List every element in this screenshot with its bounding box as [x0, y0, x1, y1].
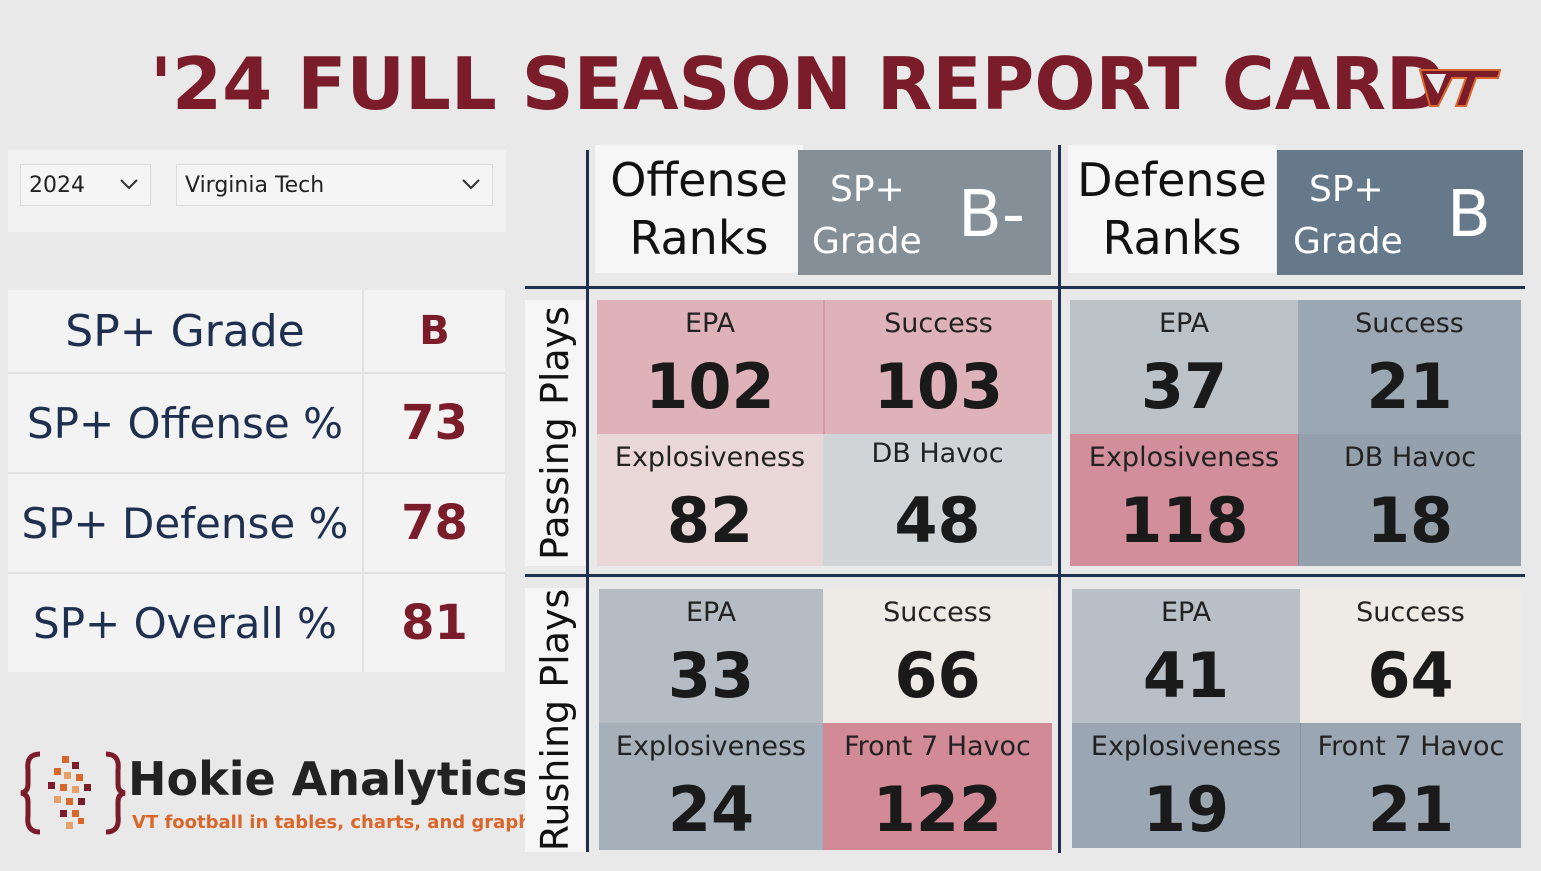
- off-pass-success-cell: Success 103: [823, 300, 1052, 434]
- vt-logo-icon: [1418, 69, 1502, 107]
- metric-label: Explosiveness: [614, 442, 806, 473]
- rank-value: 18: [1366, 484, 1454, 557]
- grid-divider-header: [525, 286, 1525, 289]
- offense-grade-label1: SP+: [830, 169, 905, 210]
- metric-label: Success: [884, 308, 993, 339]
- rank-value: 48: [894, 484, 981, 557]
- off-rush-epa-cell: EPA 33: [599, 589, 823, 723]
- sp-overall-label: SP+ Overall %: [8, 574, 364, 672]
- metric-label: Front 7 Havoc: [1317, 731, 1505, 762]
- defense-grade-label1: SP+: [1309, 169, 1384, 210]
- off-pass-explosiveness-cell: Explosiveness 82: [597, 434, 823, 566]
- defense-grade-card: SP+ Grade B: [1277, 150, 1523, 275]
- off-rush-explosiveness-cell: Explosiveness 24: [599, 723, 823, 850]
- off-rush-front7-havoc-cell: Front 7 Havoc 122: [823, 723, 1052, 850]
- metric-label: Explosiveness: [1090, 731, 1282, 762]
- rank-value: 21: [1366, 350, 1453, 423]
- rank-value: 41: [1142, 639, 1230, 712]
- def-pass-success-cell: Success 21: [1298, 300, 1521, 434]
- metric-label: Front 7 Havoc: [844, 731, 1031, 762]
- def-pass-epa-cell: EPA 37: [1070, 300, 1298, 434]
- hokie-analytics-logo-icon: [20, 751, 126, 835]
- def-rush-epa-cell: EPA 41: [1072, 589, 1300, 723]
- rank-value: 33: [667, 639, 755, 712]
- table-row: SP+ Defense % 78: [8, 474, 505, 574]
- brand-name: Hokie Analytics: [128, 752, 530, 806]
- year-dropdown[interactable]: 2024: [20, 164, 151, 206]
- rank-value: 66: [894, 639, 981, 712]
- team-value: Virginia Tech: [185, 172, 325, 198]
- rank-value: 19: [1142, 773, 1230, 846]
- metric-label: Explosiveness: [1088, 442, 1280, 473]
- metric-label: EPA: [685, 597, 737, 628]
- metric-label: EPA: [1160, 597, 1212, 628]
- offense-grade-label2: Grade: [812, 221, 922, 262]
- defense-grade-label2: Grade: [1293, 221, 1403, 262]
- defense-ranks-header: Defense Ranks: [1068, 145, 1276, 273]
- sp-overall-value: 81: [364, 574, 505, 672]
- passing-plays-label: Passing Plays: [525, 300, 585, 566]
- rushing-plays-text: Rushing Plays: [533, 588, 577, 852]
- sp-grade-value: B: [364, 290, 505, 372]
- metric-label: Explosiveness: [615, 731, 807, 762]
- metric-label: Success: [1356, 597, 1465, 628]
- metric-label: EPA: [684, 308, 736, 339]
- rank-value: 24: [667, 773, 755, 846]
- offense-title-line1: Offense: [610, 153, 788, 207]
- off-pass-db-havoc-cell: DB Havoc 48: [823, 434, 1052, 566]
- chevron-down-icon: [120, 179, 138, 190]
- rank-value: 102: [645, 350, 775, 423]
- rank-value: 122: [872, 773, 1003, 846]
- table-row: SP+ Grade B: [8, 290, 505, 374]
- def-rush-explosiveness-cell: Explosiveness 19: [1072, 723, 1300, 848]
- off-rush-success-cell: Success 66: [823, 589, 1052, 723]
- chevron-down-icon: [462, 179, 480, 190]
- metric-label: Success: [883, 597, 992, 628]
- def-rush-front7-havoc-cell: Front 7 Havoc 21: [1300, 723, 1521, 848]
- metric-label: Success: [1355, 308, 1464, 339]
- sp-summary-table: SP+ Grade B SP+ Offense % 73 SP+ Defense…: [8, 290, 505, 672]
- page-title: '24 FULL SEASON REPORT CARD: [150, 42, 1446, 126]
- sp-grade-label: SP+ Grade: [8, 290, 364, 372]
- grid-divider-center: [1058, 145, 1061, 853]
- rank-value: 118: [1119, 484, 1249, 557]
- rushing-plays-label: Rushing Plays: [525, 588, 585, 852]
- rank-value: 21: [1367, 773, 1455, 846]
- sp-defense-value: 78: [364, 474, 505, 572]
- def-pass-explosiveness-cell: Explosiveness 118: [1070, 434, 1298, 566]
- defense-grade-value: B: [1447, 178, 1491, 252]
- metric-label: DB Havoc: [871, 438, 1004, 469]
- year-value: 2024: [29, 172, 85, 198]
- rank-value: 103: [873, 350, 1004, 423]
- offense-ranks-header: Offense Ranks: [595, 145, 803, 273]
- defense-title-line2: Ranks: [1102, 211, 1242, 265]
- passing-plays-text: Passing Plays: [533, 306, 577, 560]
- filter-panel: 2024 Virginia Tech: [8, 150, 506, 232]
- table-row: SP+ Overall % 81: [8, 574, 505, 672]
- offense-grade-card: SP+ Grade B-: [798, 150, 1051, 275]
- defense-title-line1: Defense: [1077, 153, 1267, 207]
- grid-divider-left: [586, 150, 589, 852]
- rank-value: 82: [666, 484, 754, 557]
- rank-value: 37: [1140, 350, 1228, 423]
- sp-offense-value: 73: [364, 374, 505, 472]
- brand-tagline: VT football in tables, charts, and graph…: [132, 812, 542, 833]
- team-dropdown[interactable]: Virginia Tech: [176, 164, 493, 206]
- metric-label: DB Havoc: [1343, 442, 1477, 473]
- def-pass-db-havoc-cell: DB Havoc 18: [1298, 434, 1521, 566]
- def-rush-success-cell: Success 64: [1300, 589, 1521, 723]
- rank-value: 64: [1367, 639, 1454, 712]
- metric-label: EPA: [1158, 308, 1210, 339]
- grid-divider-middle: [525, 574, 1525, 577]
- offense-title-line2: Ranks: [629, 211, 769, 265]
- offense-grade-value: B-: [958, 178, 1025, 252]
- sp-offense-label: SP+ Offense %: [8, 374, 364, 472]
- sp-defense-label: SP+ Defense %: [8, 474, 364, 572]
- table-row: SP+ Offense % 73: [8, 374, 505, 474]
- off-pass-epa-cell: EPA 102: [597, 300, 823, 434]
